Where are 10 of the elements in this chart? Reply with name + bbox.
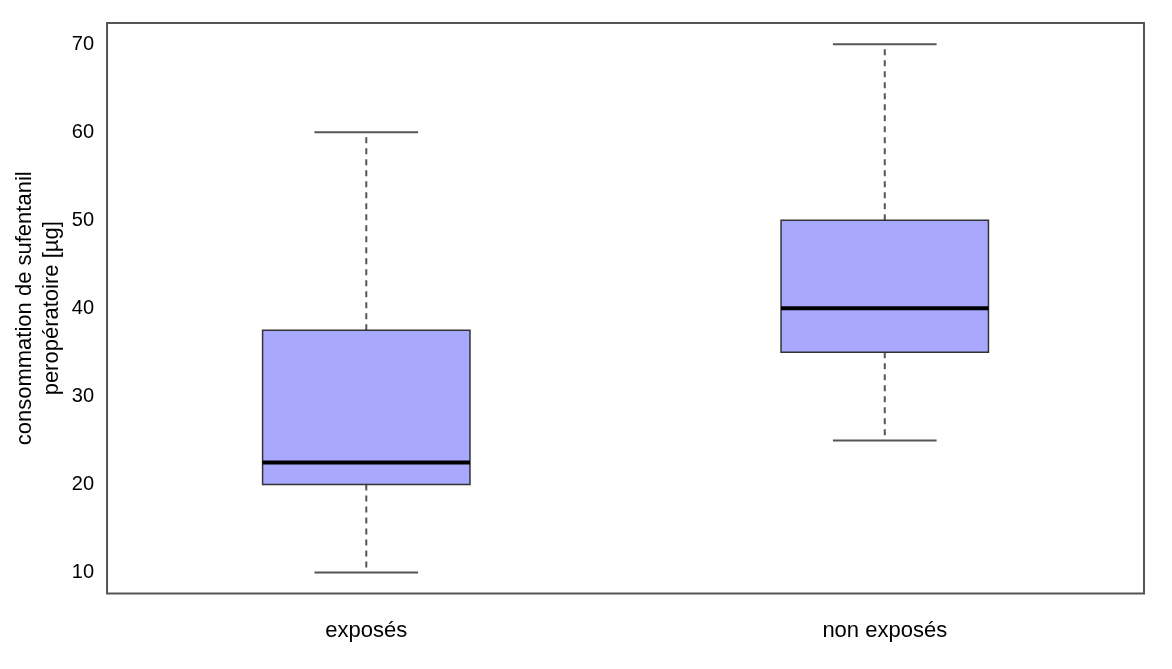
x-tick-label: exposés [325, 616, 408, 642]
x-tick-label: non exposés [822, 616, 948, 642]
y-tick-label: 10 [71, 559, 95, 582]
y-tick-label: 30 [71, 383, 95, 406]
y-tick-label: 50 [71, 207, 95, 230]
y-axis-title: consommation de sufentanil peropératoire [µg] [11, 171, 63, 446]
y-tick-label: 70 [71, 31, 95, 54]
y-tick-label: 60 [71, 119, 95, 142]
y-tick-label: 40 [71, 295, 95, 318]
y-tick-label: 20 [71, 471, 95, 494]
